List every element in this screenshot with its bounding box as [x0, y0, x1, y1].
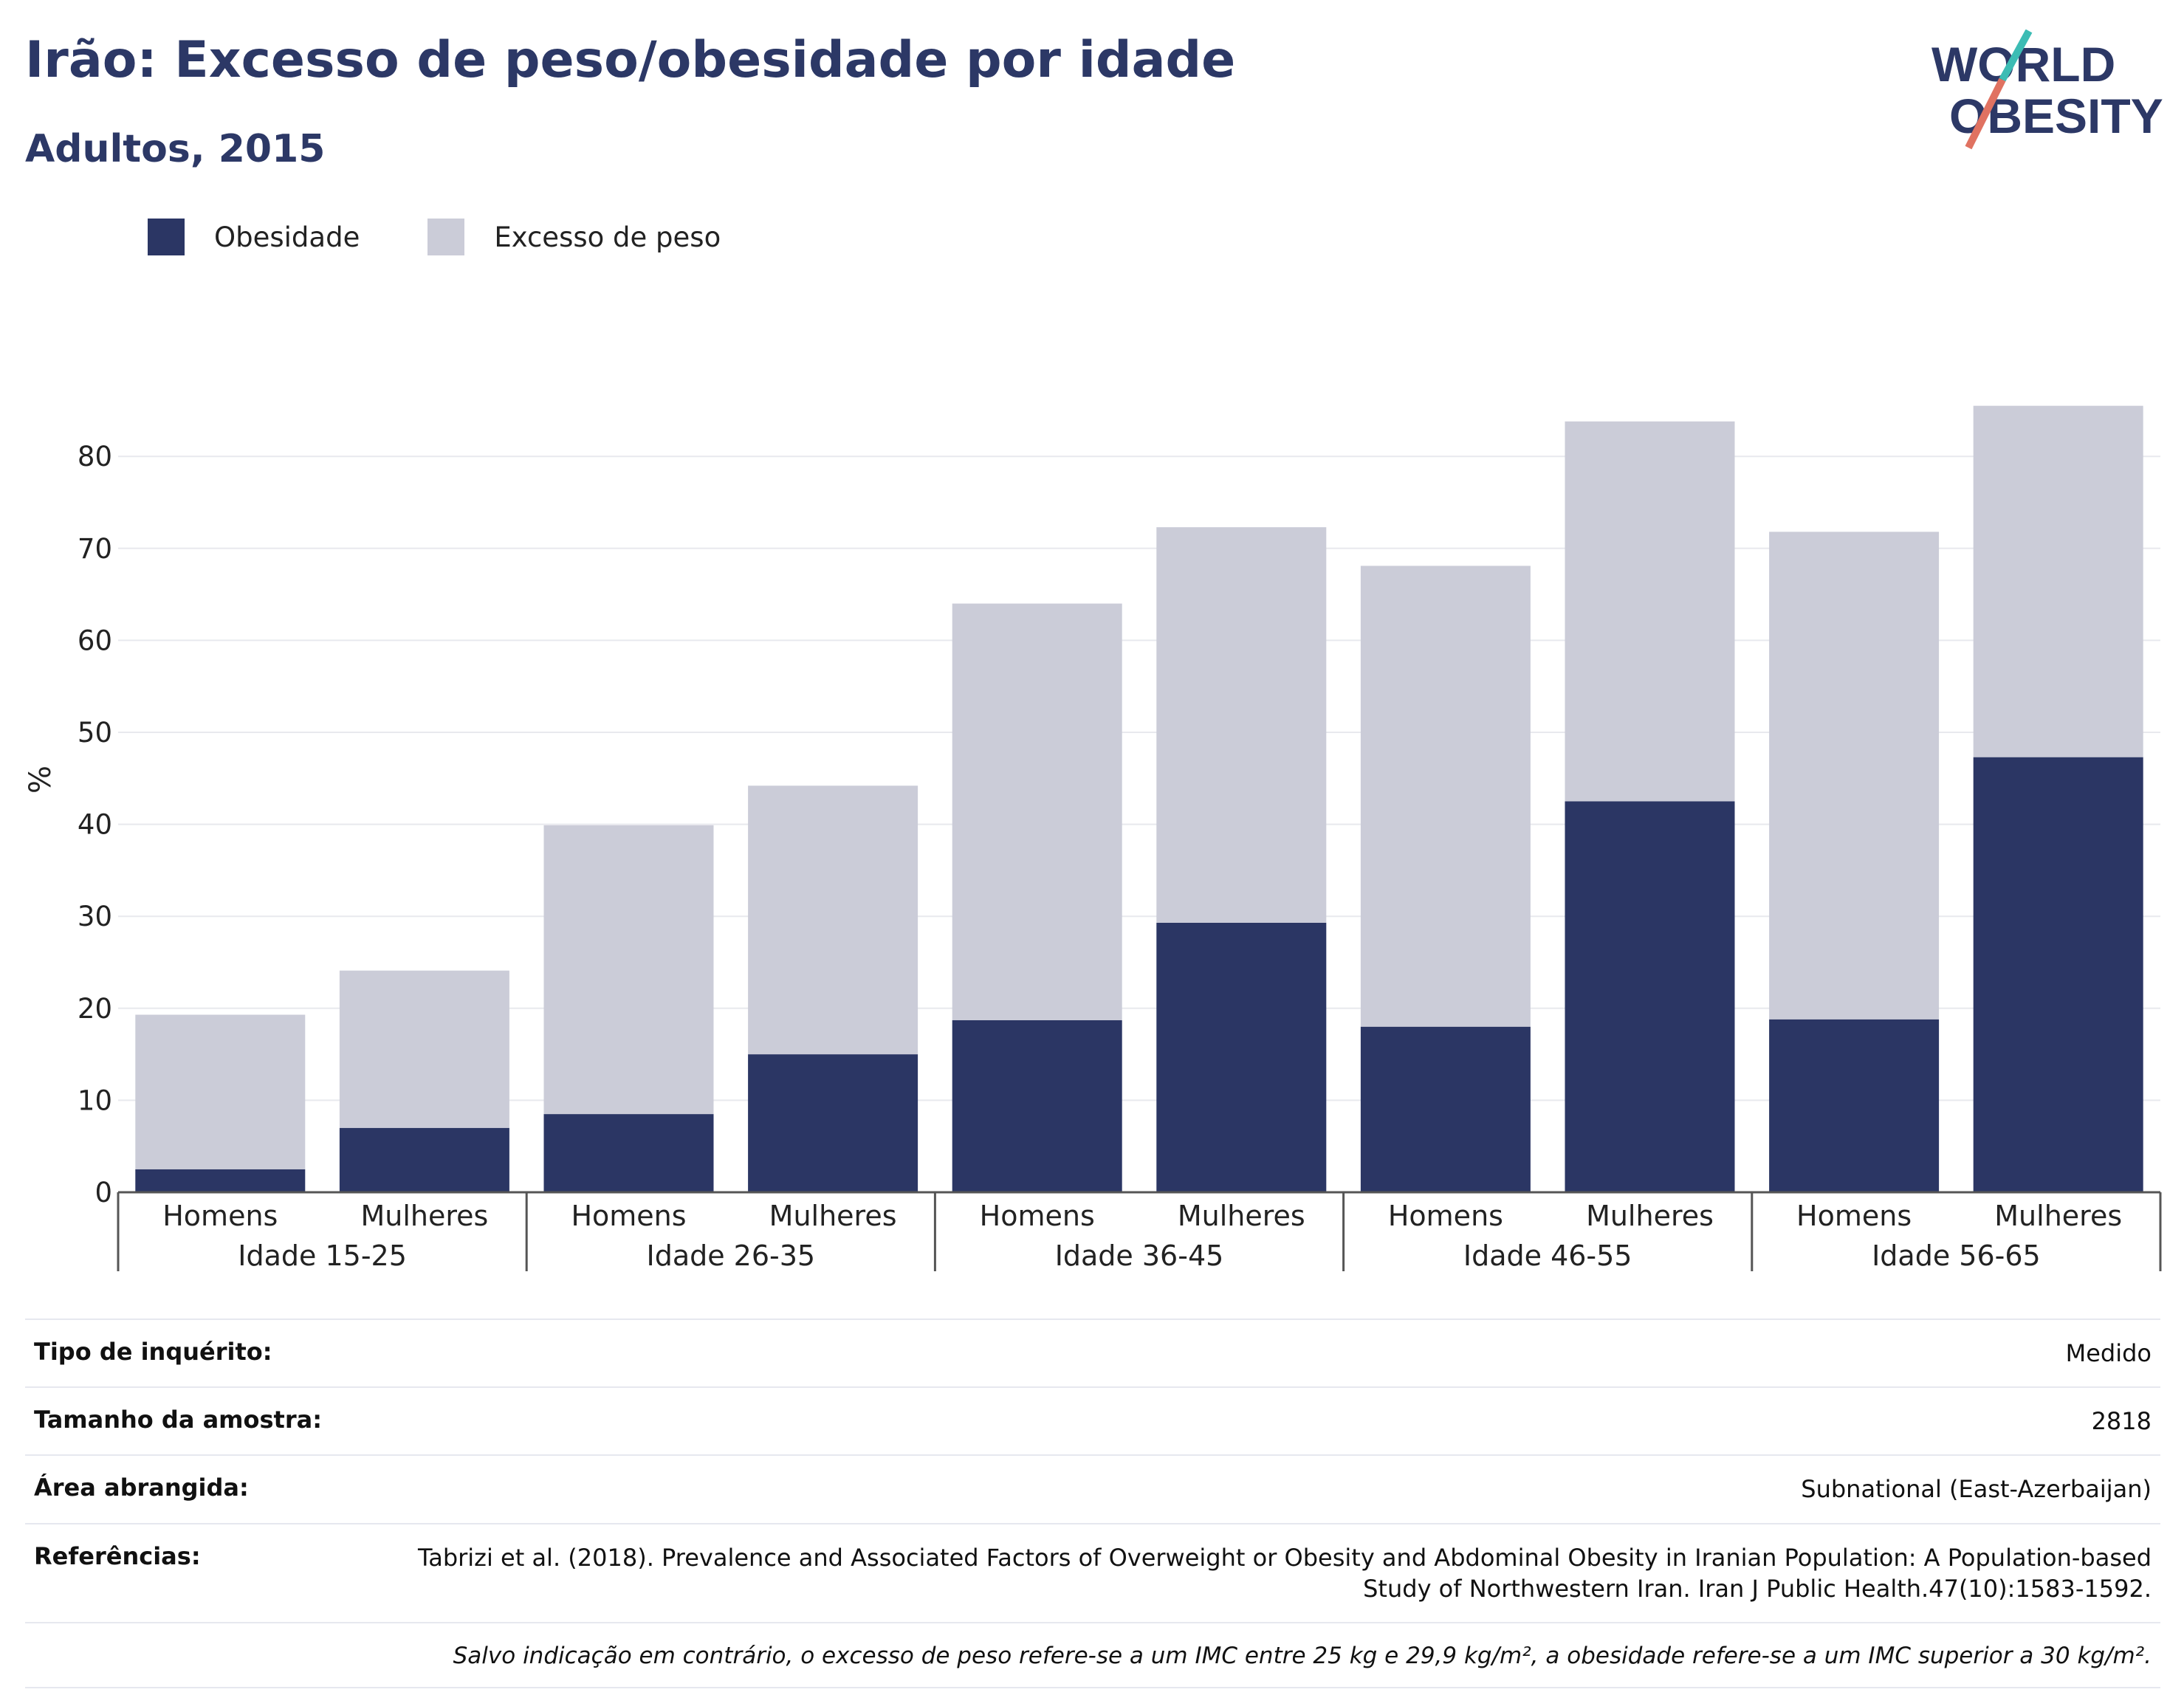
y-tick-label: 0: [95, 1177, 112, 1208]
x-group-label: Idade 36-45: [1055, 1240, 1224, 1272]
legend-swatch-obesity: [148, 219, 185, 255]
y-tick-label: 30: [78, 901, 112, 932]
bar-obesity: [1973, 757, 2143, 1192]
info-key: Tipo de inquérito:: [34, 1338, 272, 1366]
info-key: Área abrangida:: [34, 1474, 249, 1502]
y-tick-label: 20: [78, 993, 112, 1025]
info-table: Tipo de inquérito: Medido Tamanho da amo…: [25, 1318, 2160, 1689]
logo-slash-bottom: [1965, 78, 2006, 150]
x-category-label: Homens: [162, 1200, 278, 1232]
y-tick-label: 10: [78, 1084, 112, 1116]
bar-overweight: [339, 970, 509, 1128]
bar-obesity: [1769, 1019, 1940, 1192]
bar-overweight: [543, 825, 714, 1115]
info-value: 2818: [2091, 1407, 2152, 1436]
bar-overweight: [135, 1014, 306, 1169]
footnote: Salvo indicação em contrário, o excesso …: [25, 1622, 2160, 1689]
info-value: Tabrizi et al. (2018). Prevalence and As…: [417, 1543, 2152, 1603]
bar-overweight: [1360, 565, 1531, 1027]
y-axis-label: %: [24, 766, 58, 794]
bar-overweight: [1565, 421, 1735, 802]
bar-obesity: [748, 1054, 918, 1192]
y-tick-label: 40: [78, 809, 112, 841]
legend-swatch-overweight: [427, 219, 465, 255]
bar-overweight: [1973, 405, 2143, 757]
bar-overweight: [1156, 527, 1327, 923]
info-row-sample-size: Tamanho da amostra: 2818: [25, 1386, 2160, 1454]
chart-legend: Obesidade Excesso de peso: [148, 219, 789, 255]
legend-label-overweight: Excesso de peso: [494, 221, 721, 253]
x-category-label: Mulheres: [1994, 1200, 2122, 1232]
x-category-label: Mulheres: [1586, 1200, 1714, 1232]
bar-obesity: [1565, 801, 1735, 1192]
legend-label-obesity: Obesidade: [214, 221, 360, 253]
x-category-label: Homens: [1796, 1200, 1912, 1232]
x-group-label: Idade 26-35: [646, 1240, 815, 1272]
x-category-label: Homens: [980, 1200, 1095, 1232]
info-row-references: Referências: Tabrizi et al. (2018). Prev…: [25, 1522, 2160, 1622]
y-tick-label: 80: [78, 441, 112, 472]
page-subtitle: Adultos, 2015: [25, 127, 326, 171]
bar-obesity: [543, 1114, 714, 1192]
info-row-survey-type: Tipo de inquérito: Medido: [25, 1318, 2160, 1386]
legend-item-overweight: Excesso de peso: [427, 219, 721, 255]
x-category-label: Mulheres: [769, 1200, 897, 1232]
bar-obesity: [952, 1020, 1122, 1192]
x-group-label: Idade 15-25: [238, 1240, 407, 1272]
bar-overweight: [1769, 532, 1940, 1020]
info-value: Medido: [2065, 1339, 2152, 1367]
y-tick-label: 60: [78, 625, 112, 656]
x-category-label: Mulheres: [360, 1200, 488, 1232]
y-tick-label: 50: [78, 717, 112, 749]
legend-item-obesity: Obesidade: [148, 219, 360, 255]
logo-slash-top: [1999, 30, 2033, 82]
y-tick-label: 70: [78, 533, 112, 565]
info-row-area: Área abrangida: Subnational (East-Azerba…: [25, 1454, 2160, 1522]
x-group-label: Idade 46-55: [1463, 1240, 1632, 1272]
info-value: Subnational (East-Azerbaijan): [1801, 1475, 2152, 1504]
info-key: Referências:: [34, 1541, 201, 1570]
page-title: Irão: Excesso de peso/obesidade por idad…: [25, 31, 1236, 89]
stacked-bar-chart: 0 10 20 30 40 50 60 70 80% Homens Mulheres Homens Mu…: [24, 405, 2162, 1272]
bar-overweight: [748, 785, 918, 1055]
bar-obesity: [1360, 1026, 1531, 1192]
bar-obesity: [1156, 922, 1327, 1192]
x-category-label: Homens: [571, 1200, 686, 1232]
info-key: Tamanho da amostra:: [34, 1406, 322, 1434]
bar-obesity: [135, 1169, 306, 1192]
x-category-label: Mulheres: [1178, 1200, 1305, 1232]
x-group-label: Idade 56-65: [1872, 1240, 2041, 1272]
world-obesity-logo: WORLD OBESITY: [1931, 30, 2163, 150]
bar-overweight: [952, 603, 1122, 1020]
x-category-label: Homens: [1388, 1200, 1503, 1232]
bar-obesity: [339, 1127, 509, 1192]
